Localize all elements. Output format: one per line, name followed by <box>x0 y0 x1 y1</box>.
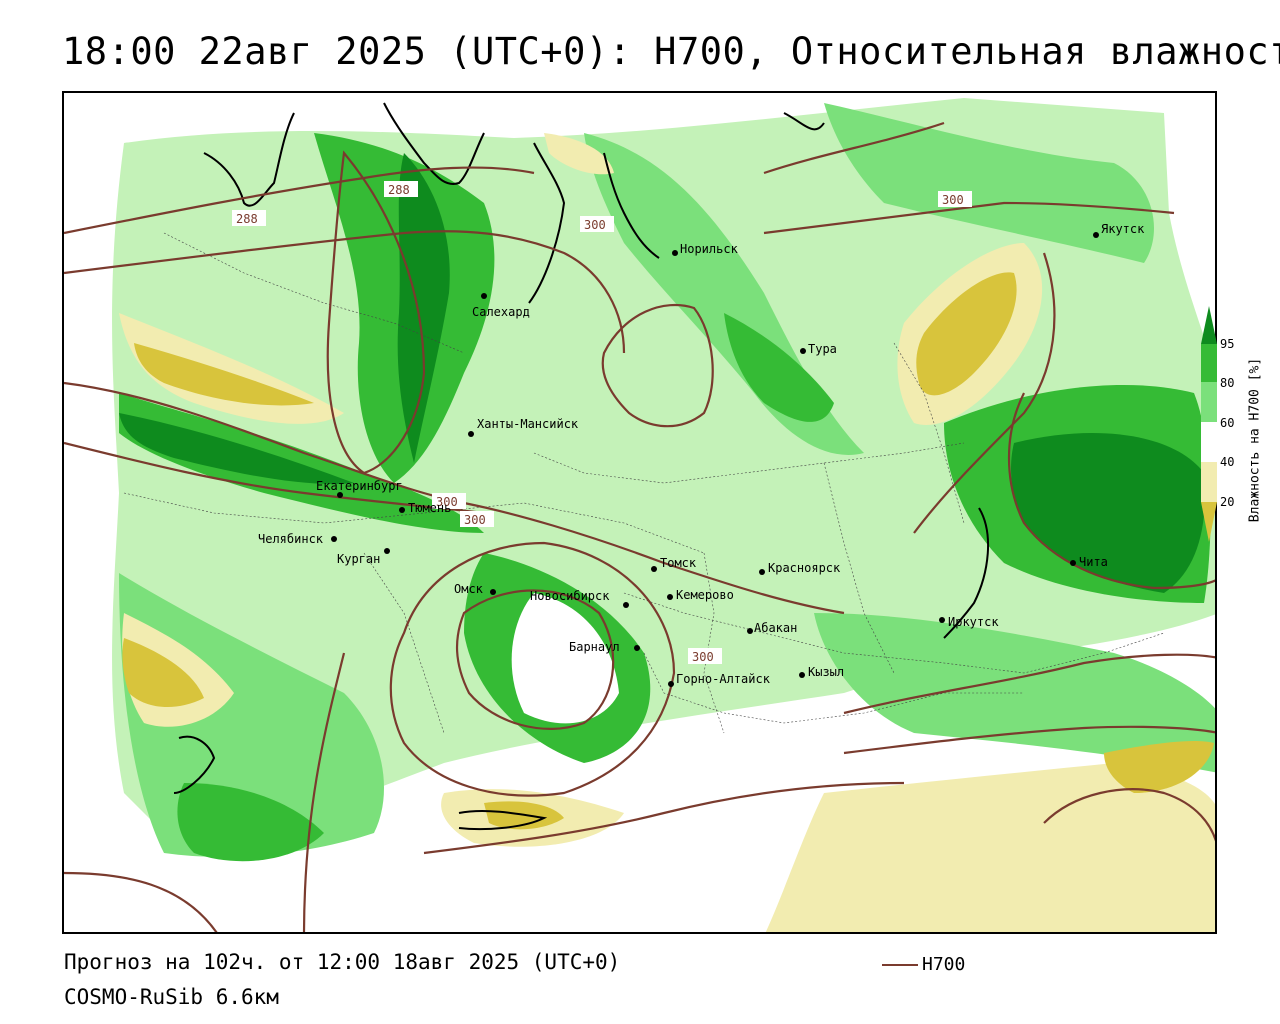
city-label: Новосибирск <box>530 589 610 603</box>
colorbar-segment <box>1201 462 1217 502</box>
colorbar-segment <box>1201 306 1217 344</box>
city-label: Барнаул <box>569 640 620 654</box>
city-dot <box>337 492 343 498</box>
h700-isolines <box>64 121 1215 932</box>
city-label: Томск <box>660 556 697 570</box>
colorbar-title: Влажность на H700 [%] <box>1247 357 1263 523</box>
city-dot <box>623 602 629 608</box>
city-dot <box>799 672 805 678</box>
city-dot <box>759 569 765 575</box>
isoline-label: 300 <box>436 495 458 509</box>
h700-legend-line <box>882 964 918 966</box>
isoline-label: 300 <box>464 513 486 527</box>
city-dot <box>1070 560 1076 566</box>
city-dot <box>331 536 337 542</box>
isoline-labels: 288 288 300 300 300 300 300 <box>232 181 972 664</box>
city-label: Ханты-Мансийск <box>477 417 579 431</box>
city-label: Челябинск <box>258 532 324 546</box>
city-dot <box>747 628 753 634</box>
forecast-info: Прогноз на 102ч. от 12:00 18авг 2025 (UT… <box>64 950 621 974</box>
city-label: Норильск <box>680 242 739 256</box>
colorbar-segment <box>1201 502 1217 542</box>
city-dot <box>481 293 487 299</box>
city-label: Салехард <box>472 305 530 319</box>
colorbar-segment <box>1201 382 1217 422</box>
city-markers: Норильск Якутск Салехард Тура Ханты-Манс… <box>258 222 1145 687</box>
city-label: Курган <box>337 552 380 566</box>
city-label: Тюмень <box>408 501 451 515</box>
colorbar-tick: 40 <box>1220 455 1235 469</box>
colorbar <box>1201 306 1217 542</box>
city-label: Тура <box>808 342 837 356</box>
map-area: 288 288 300 300 300 300 300 Норильск Яку… <box>62 91 1217 934</box>
city-dot <box>468 431 474 437</box>
colorbar-tick: 60 <box>1220 416 1235 430</box>
humidity-map-svg: 288 288 300 300 300 300 300 Норильск Яку… <box>64 98 1215 932</box>
dry-areas <box>119 133 1215 932</box>
city-label: Якутск <box>1101 222 1145 236</box>
city-label: Омск <box>454 582 484 596</box>
colorbar-segment <box>1201 344 1217 382</box>
map-title: 18:00 22авг 2025 (UTC+0): H700, Относите… <box>62 30 1280 73</box>
city-label: Горно-Алтайск <box>676 672 771 686</box>
isoline-label: 300 <box>584 218 606 232</box>
colorbar-tick: 80 <box>1220 376 1235 390</box>
city-dot <box>399 507 405 513</box>
region-boundaries <box>123 232 1165 734</box>
city-label: Красноярск <box>768 561 841 575</box>
city-dot <box>668 681 674 687</box>
isoline-label: 300 <box>692 650 714 664</box>
humidity-field <box>112 98 1215 862</box>
city-label: Иркутск <box>948 615 999 629</box>
city-dot <box>939 617 945 623</box>
h700-legend-label: H700 <box>922 954 966 975</box>
isoline-label: 288 <box>388 183 410 197</box>
city-dot <box>651 566 657 572</box>
model-name: COSMO-RuSib 6.6км <box>64 985 279 1009</box>
city-dot <box>490 589 496 595</box>
city-dot <box>800 348 806 354</box>
city-label: Абакан <box>754 621 797 635</box>
colorbar-tick: 20 <box>1220 495 1235 509</box>
city-label: Кызыл <box>808 665 844 679</box>
city-dot <box>384 548 390 554</box>
city-label: Кемерово <box>676 588 734 602</box>
city-label: Чита <box>1079 555 1108 569</box>
coastlines <box>173 102 989 831</box>
colorbar-segment <box>1201 422 1217 462</box>
city-dot <box>672 250 678 256</box>
city-label: Екатеринбург <box>316 479 403 493</box>
isoline-label: 288 <box>236 212 258 226</box>
city-dot <box>634 645 640 651</box>
city-dot <box>1093 232 1099 238</box>
colorbar-tick: 95 <box>1220 337 1235 351</box>
city-dot <box>667 594 673 600</box>
isoline-label: 300 <box>942 193 964 207</box>
